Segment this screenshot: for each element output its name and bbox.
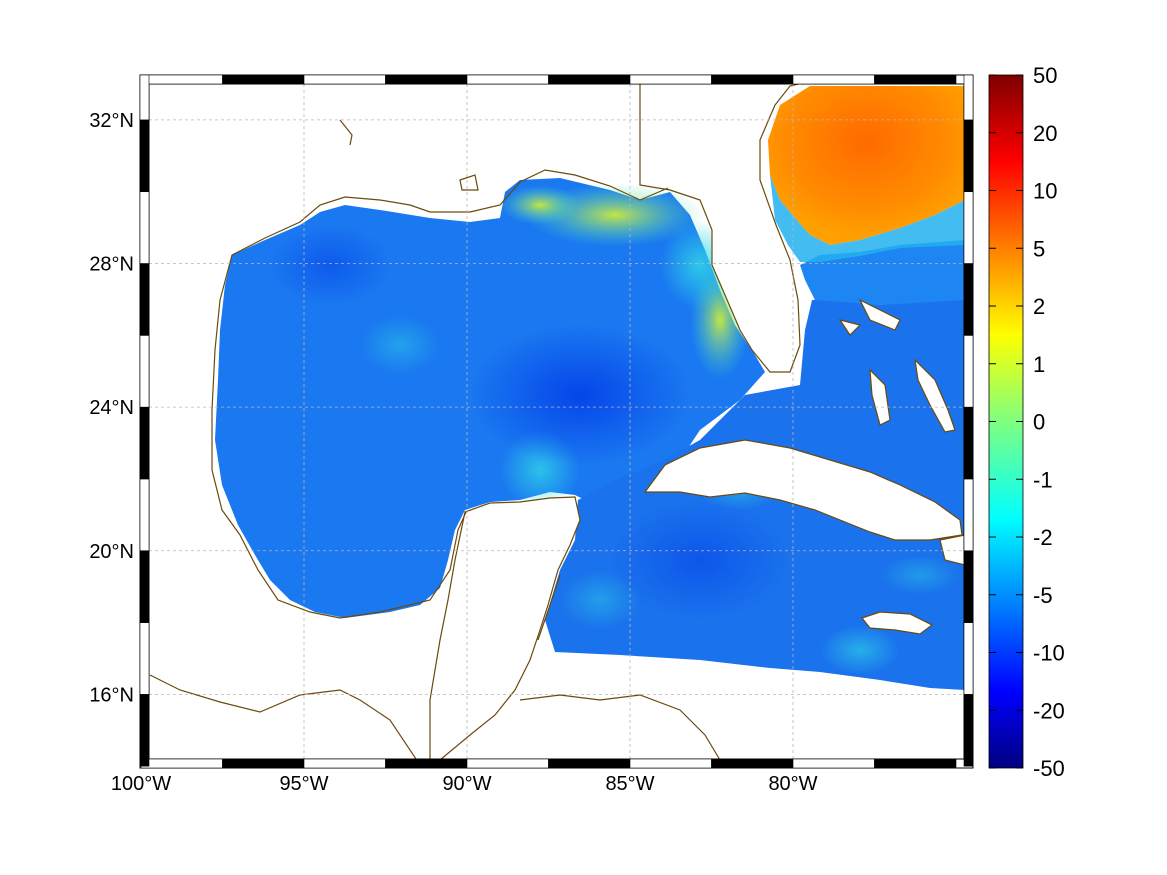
frame-segment-bottom xyxy=(303,758,386,769)
longitude-tick-label: 90°W xyxy=(442,773,491,795)
map-frame xyxy=(139,74,974,769)
frame-segment-top xyxy=(629,74,712,85)
frame-segment-bottom xyxy=(385,758,468,769)
frame-segment-bottom xyxy=(548,758,631,769)
hispaniola-land xyxy=(939,534,965,566)
frame-segment-right xyxy=(963,550,974,623)
colorbar-tick-label: 10 xyxy=(1033,179,1057,204)
colorbar-tick-label: 2 xyxy=(1033,294,1045,319)
colorbar-tick-label: -50 xyxy=(1033,756,1065,781)
latitude-tick-label: 24°N xyxy=(89,397,134,419)
frame-segment-bottom xyxy=(792,758,875,769)
frame-segment-left xyxy=(139,263,150,336)
frame-segment-top xyxy=(140,74,223,85)
colorbar-tick-label: 20 xyxy=(1033,121,1057,146)
jamaica-land xyxy=(860,611,934,635)
grid-lines xyxy=(149,84,964,759)
frame-segment-left xyxy=(139,406,150,480)
bahamas-land xyxy=(838,298,956,433)
frame-segment-right xyxy=(963,263,974,336)
frame-segment-top xyxy=(466,74,549,85)
frame-segment-top xyxy=(548,74,631,85)
colorbar-tick-label: 5 xyxy=(1033,236,1045,261)
frame-segment-right xyxy=(963,622,974,695)
latitude-labels: 32°N 28°N 24°N 20°N 16°N xyxy=(89,110,134,706)
frame-segment-left xyxy=(139,74,150,121)
colorbar-tick-label: 0 xyxy=(1033,410,1045,435)
frame-segment-left xyxy=(139,550,150,623)
colorbar-tick-label: -2 xyxy=(1033,525,1053,550)
frame-segment-bottom xyxy=(140,758,223,769)
frame-segment-right xyxy=(963,191,974,264)
colorbar-tick-label: -5 xyxy=(1033,583,1053,608)
frame-segment-left xyxy=(139,335,150,408)
colorbar-tick-label: -10 xyxy=(1033,641,1065,666)
colorbar-tick-label: -20 xyxy=(1033,698,1065,723)
longitude-tick-label: 80°W xyxy=(768,773,817,795)
frame-segment-bottom xyxy=(874,758,957,769)
latitude-tick-label: 20°N xyxy=(89,541,134,563)
frame-segment-bottom xyxy=(711,758,794,769)
frame-segment-top xyxy=(303,74,386,85)
frame-segment-top xyxy=(222,74,305,85)
longitude-tick-label: 85°W xyxy=(605,773,654,795)
frame-segment-left xyxy=(139,191,150,264)
frame-segment-right xyxy=(963,119,974,193)
frame-segment-right xyxy=(963,74,974,121)
frame-segment-top xyxy=(792,74,875,85)
gulf-coastline xyxy=(149,119,721,760)
frame-segment-bottom xyxy=(222,758,305,769)
sst-anomaly-field xyxy=(215,86,965,690)
frame-segment-right xyxy=(963,406,974,480)
colorbar-tick-label: 1 xyxy=(1033,352,1045,377)
frame-segment-bottom xyxy=(629,758,712,769)
latitude-tick-label: 16°N xyxy=(89,684,134,706)
longitude-tick-label: 100°W xyxy=(111,773,171,795)
latitude-tick-label: 32°N xyxy=(89,110,134,132)
frame-segment-left xyxy=(139,622,150,695)
florida-land xyxy=(639,83,806,373)
frame-segment-bottom xyxy=(466,758,549,769)
latitude-tick-label: 28°N xyxy=(89,254,134,276)
frame-segment-right xyxy=(963,694,974,767)
frame-segment-top xyxy=(711,74,794,85)
frame-segment-top xyxy=(874,74,957,85)
frame-segment-right xyxy=(963,478,974,552)
frame-segment-left xyxy=(139,119,150,193)
frame-segment-top xyxy=(385,74,468,85)
frame-segment-left xyxy=(139,478,150,552)
frame-segment-left xyxy=(139,694,150,767)
longitude-tick-label: 95°W xyxy=(279,773,328,795)
colorbar-tick-label: 50 xyxy=(1033,63,1057,88)
frame-segment-right xyxy=(963,335,974,408)
colorbar-tick-label: -1 xyxy=(1033,467,1053,492)
longitude-labels: 100°W 95°W 90°W 85°W 80°W xyxy=(111,773,818,795)
